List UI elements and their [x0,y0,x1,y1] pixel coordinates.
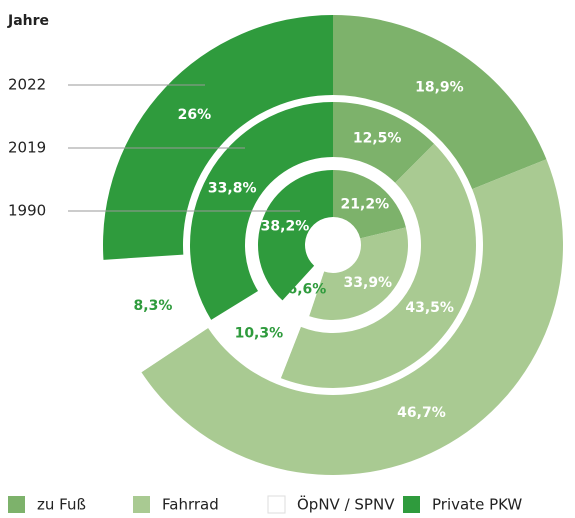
value-label: 10,3% [235,326,284,342]
legend-label: Fahrrad [162,496,219,514]
donut-segment [141,159,563,475]
donut-segment [102,15,333,260]
ring-label-title: Jahre [7,13,49,29]
donut-segment [333,170,406,239]
legend-label: ÖpNV / SPNV [297,495,395,514]
value-label: 38,2% [261,218,310,234]
donut-segment [211,291,301,379]
ring-label: 1990 [8,202,46,220]
legend-label: zu Fuß [37,496,86,514]
ring-label: 2019 [8,139,46,157]
value-label: 33,9% [344,275,393,291]
legend-swatch [267,495,286,514]
value-label: 6,6% [287,281,326,297]
donut-segment [280,143,476,388]
donut-segment [282,265,325,317]
donut-segment [333,15,547,190]
ring-label: 2022 [8,76,46,94]
legend-swatch [403,496,420,513]
value-label: 33,8% [208,181,257,197]
legend-label: Private PKW [432,496,522,514]
value-label: 26% [178,107,212,123]
donut-segment [103,254,209,373]
value-label: 46,7% [397,405,446,421]
donut-segment [309,227,408,320]
value-label: 21,2% [341,197,390,213]
value-label: 18,9% [415,80,464,96]
value-label: 43,5% [405,300,454,316]
donut-segment [258,170,333,301]
value-label: 8,3% [134,298,173,314]
legend-swatch [8,496,25,513]
value-label: 12,5% [353,130,402,146]
legend-swatch [133,496,150,513]
donut-segment [333,102,435,183]
donut-segment [190,102,333,320]
